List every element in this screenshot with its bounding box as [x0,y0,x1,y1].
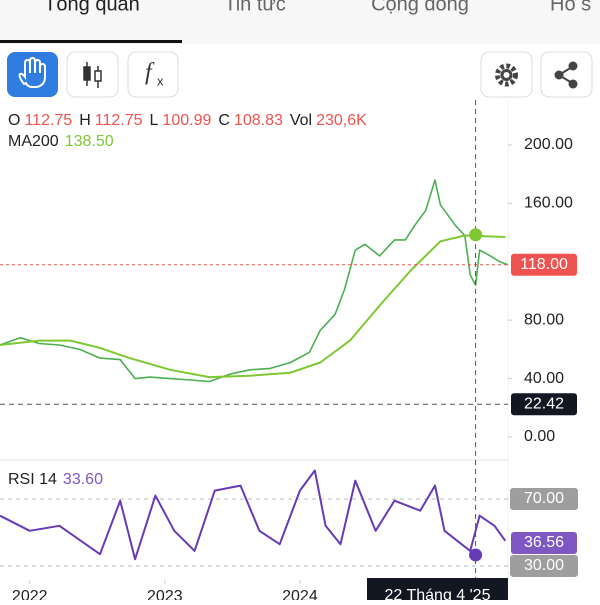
rsi-current: 33.60 [63,471,103,488]
rsi-marker-label-box [511,531,577,554]
y-tick-label: 80.00 [524,311,564,328]
active-tab-indicator [0,40,182,43]
x-tick-label: 2024 [282,588,318,600]
quote-label: H [79,112,91,129]
panel-title: RSI 14 [8,471,57,488]
quote-value: 100.99 [162,112,211,129]
quote-label: Vol [290,112,312,129]
crosshair-x-box [367,578,508,602]
hand-icon [18,56,46,88]
crosshair-x-label: 22 Tháng 4 '25 [385,587,491,600]
quote-value: 108.83 [234,112,283,129]
share-button[interactable] [540,51,593,98]
x-tick-label: 2023 [147,588,183,600]
indicator-button[interactable] [127,51,179,98]
y-tick-label: 160.00 [524,195,573,212]
ma-dot [469,228,483,242]
gear-icon [495,63,518,87]
tab[interactable]: Cộng đồng [371,0,469,15]
quote-value: 112.75 [95,112,143,129]
y-tick-box [510,487,578,510]
y-tick-label: 70.00 [524,490,564,507]
tab-bar [0,0,600,44]
crosshair-y-label: 22.42 [524,395,564,412]
tab[interactable]: Tin tức [224,0,286,15]
y-tick-label: 0.00 [524,428,555,445]
quote-label: O [8,112,20,129]
crosshair-y-label-box [511,393,577,416]
tab[interactable]: Hồ s [550,0,591,15]
rsi-marker-label: 36.56 [524,534,564,551]
y-tick-label: 30.00 [524,557,564,574]
ma-name: MA200 [8,133,59,150]
tab[interactable]: Tổng quan [44,0,140,15]
candles-icon [83,62,102,88]
ma-value: 138.50 [65,133,114,150]
quote-label: L [150,112,159,129]
y-tick-label: 40.00 [524,370,564,387]
x-tick-label: 2022 [12,588,48,600]
indicator-icon-f: f [145,60,155,86]
last-price-label-box [511,253,577,276]
rsi-dot [469,548,483,562]
quote-label: C [218,112,230,129]
last-price-label: 118.00 [520,256,568,273]
candles-button[interactable] [66,51,119,98]
series-line [0,234,506,379]
hand-button[interactable] [7,52,58,97]
quote-value: 112.75 [24,112,72,129]
y-tick-box [510,554,578,577]
series-line [0,469,507,561]
y-tick-label: 200.00 [524,136,573,153]
quote-value: 230,6K [316,112,367,129]
indicator-icon-x: x [157,73,164,88]
share-icon [554,61,578,89]
